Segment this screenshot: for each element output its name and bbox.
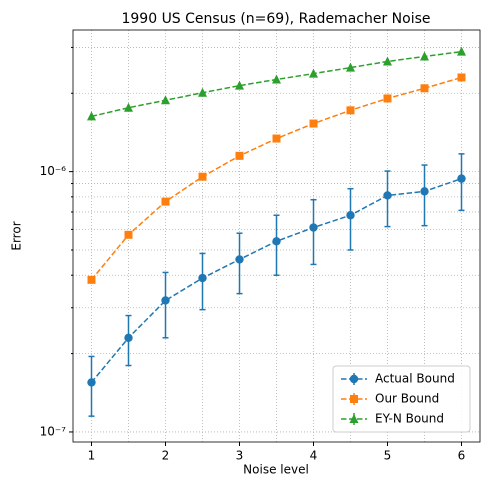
marker [457,46,466,56]
y-tick-label: 10⁻⁶ [40,164,67,178]
marker [309,119,318,128]
marker [272,74,281,84]
marker [87,111,96,121]
marker [346,62,355,72]
marker [124,333,133,342]
marker [309,223,318,232]
marker [350,395,358,403]
marker [457,73,466,82]
marker [87,275,96,284]
x-tick-label: 5 [384,449,392,463]
x-tick-label: 3 [236,449,244,463]
marker [87,378,96,387]
marker [420,51,429,61]
marker [420,84,429,93]
error-bar [162,271,169,339]
marker [420,187,429,196]
x-tick-label: 4 [310,449,318,463]
chart-title: 1990 US Census (n=69), Rademacher Noise [121,11,430,27]
marker [235,80,244,90]
marker [346,106,355,115]
marker [161,95,170,105]
legend: Actual Bound Our Bound EY-N Bound [332,365,471,433]
legend-box [332,365,471,433]
y-axis-label: Error [10,221,24,250]
x-tick-label: 2 [162,449,170,463]
legend-label: Actual Bound [375,372,455,386]
error-bar [310,198,317,266]
marker [198,87,207,97]
marker [349,374,359,384]
x-tick-label: 6 [458,449,466,463]
marker [457,174,466,183]
x-tick-label: 1 [88,449,96,463]
marker [124,102,133,112]
marker [161,197,170,206]
marker [383,191,392,200]
plot-frame [72,29,481,443]
x-axis-label: Noise level [243,463,309,477]
marker [124,230,133,239]
marker [198,172,207,181]
marker [235,151,244,160]
marker [272,134,281,143]
legend-label: Our Bound [375,392,439,406]
marker [349,414,359,423]
marker [346,211,355,220]
marker [383,56,392,66]
marker [161,296,170,305]
legend-label: EY-N Bound [375,412,444,426]
marker [198,273,207,283]
y-tick-label: 10⁻⁷ [40,424,67,438]
marker [272,237,281,246]
marker [309,68,318,78]
marker [235,255,244,264]
marker [383,94,392,103]
